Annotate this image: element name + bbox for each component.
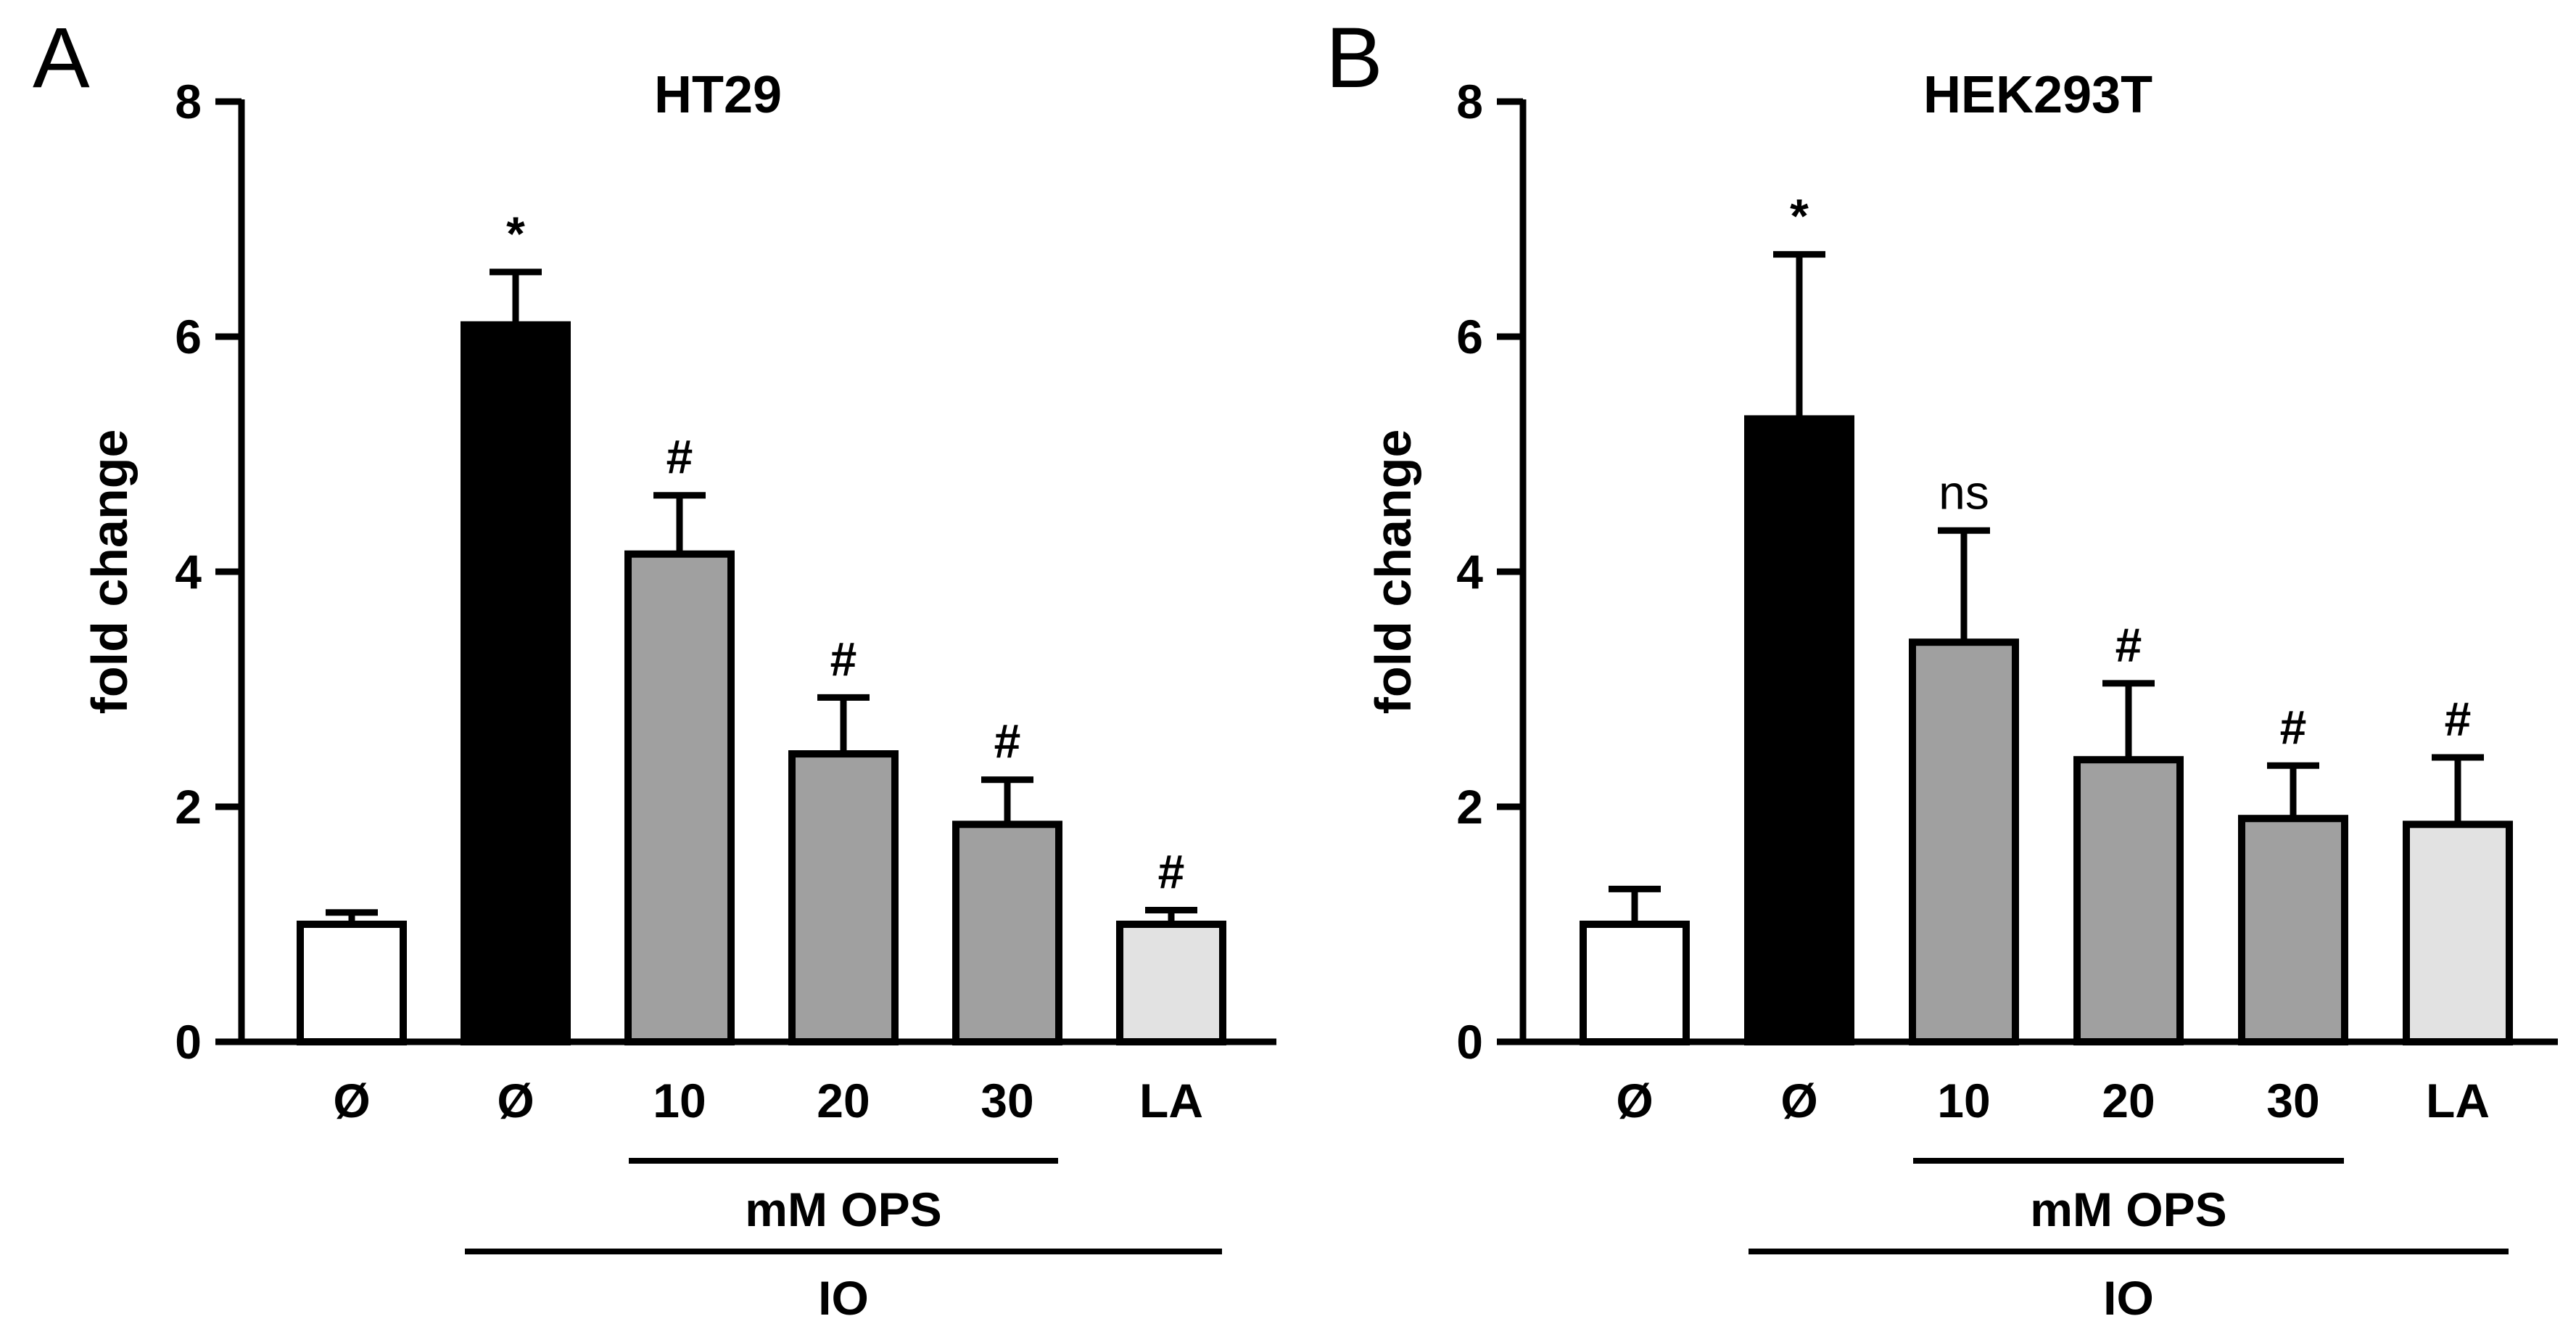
category-label: LA	[2426, 1074, 2490, 1127]
significance-label: *	[506, 207, 525, 260]
category-label: Ø	[1616, 1074, 1653, 1127]
y-tick-label: 2	[175, 780, 202, 834]
category-label: 30	[2266, 1074, 2319, 1127]
y-tick-label: 8	[1456, 75, 1483, 128]
bar	[2073, 756, 2184, 1045]
category-label: 20	[817, 1074, 870, 1127]
bar	[461, 321, 571, 1045]
panel-b: B HEK293T fold change Ø * Øns 10 #20 #30 # LA 0 2 4 6 8…	[1326, 10, 2558, 1325]
panel-a: A HT29 fold change Ø * Ø #10 #20 #30 # LA 0 2 4 6 8 mM O…	[33, 10, 1276, 1325]
y-tick-label: 0	[175, 1015, 202, 1069]
significance-label: #	[994, 715, 1021, 768]
y-tick-label: 6	[1456, 310, 1483, 363]
panel-letter: A	[33, 10, 90, 106]
category-label: 30	[981, 1074, 1033, 1127]
group-label: IO	[2103, 1271, 2154, 1325]
bar	[1580, 921, 1690, 1045]
bar	[1909, 638, 2019, 1045]
bar	[952, 821, 1062, 1046]
significance-label: *	[1790, 189, 1809, 243]
y-axis-label: fold change	[81, 429, 138, 715]
significance-label: #	[2115, 618, 2142, 672]
significance-label: #	[1158, 845, 1185, 899]
bar	[1116, 921, 1226, 1045]
bar	[624, 550, 735, 1045]
panel-letter: B	[1326, 10, 1383, 106]
category-label: LA	[1139, 1074, 1203, 1127]
bar	[297, 921, 407, 1045]
y-tick-label: 0	[1456, 1015, 1483, 1069]
category-label: 10	[1937, 1074, 1990, 1127]
bar	[2238, 815, 2348, 1045]
category-label: Ø	[497, 1074, 534, 1127]
y-tick-label: 4	[1456, 545, 1483, 599]
group-label: IO	[818, 1271, 869, 1325]
y-tick-label: 8	[175, 75, 202, 128]
significance-label: #	[2280, 700, 2307, 754]
bar	[2403, 821, 2513, 1046]
category-label: 20	[2102, 1074, 2155, 1127]
group-label: mM OPS	[2030, 1183, 2226, 1236]
category-label: 10	[653, 1074, 706, 1127]
significance-label: #	[666, 430, 693, 484]
significance-label: #	[830, 632, 857, 686]
chart-title: HT29	[654, 66, 782, 124]
y-tick-label: 2	[1456, 780, 1483, 834]
group-label: mM OPS	[745, 1183, 941, 1236]
significance-label: ns	[1939, 465, 1989, 519]
bar	[1744, 415, 1854, 1045]
y-axis-label: fold change	[1365, 429, 1421, 715]
category-label: Ø	[333, 1074, 370, 1127]
chart-title: HEK293T	[1923, 66, 2152, 124]
category-label: Ø	[1780, 1074, 1817, 1127]
bar	[788, 750, 899, 1045]
y-tick-label: 4	[175, 545, 202, 599]
significance-label: #	[2445, 692, 2472, 746]
y-tick-label: 6	[175, 310, 202, 363]
